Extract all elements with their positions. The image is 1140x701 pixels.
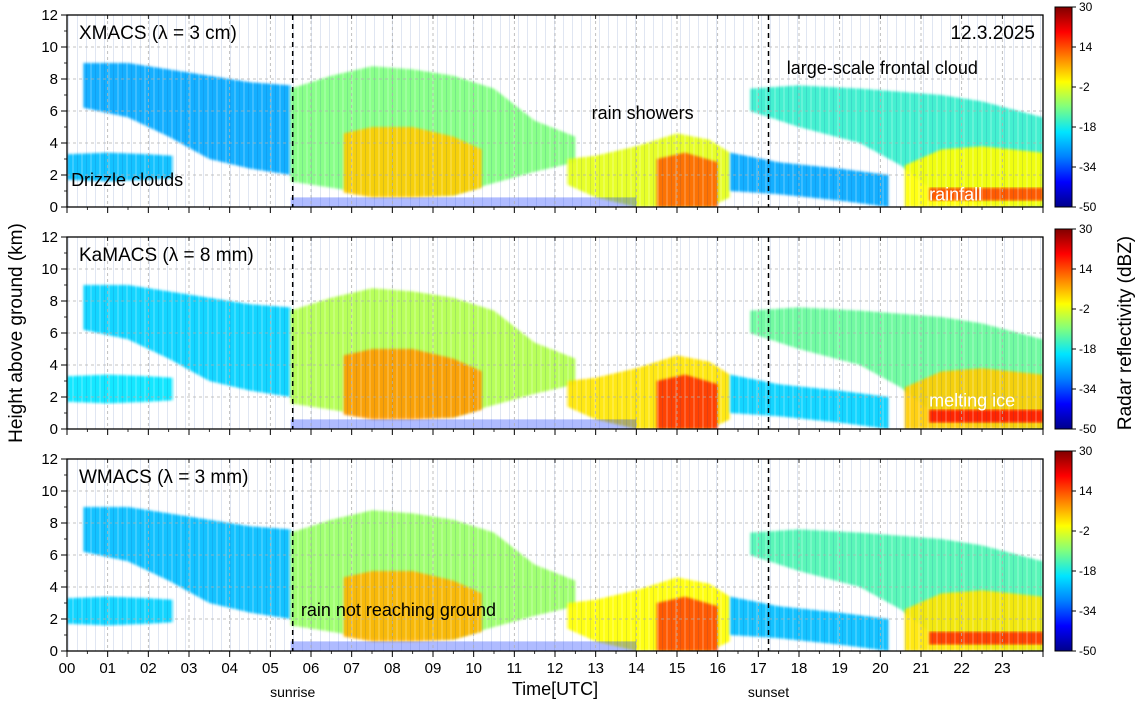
y-tick-label: 4 bbox=[50, 579, 58, 596]
panel-annotation: melting ice bbox=[929, 391, 1015, 411]
radar-panel: 0 2 4 6 8 10 12 KaMACS (λ = 8 mm) melting ice bbox=[41, 229, 1044, 438]
colorbar-tick-label: -2 bbox=[1079, 302, 1090, 316]
y-tick-label: 10 bbox=[41, 39, 58, 56]
ground-clutter bbox=[290, 197, 637, 207]
y-tick-label: 12 bbox=[41, 7, 58, 24]
sunrise-label: sunrise bbox=[270, 684, 315, 700]
x-tick-label: 01 bbox=[99, 660, 116, 677]
y-tick-label: 8 bbox=[50, 515, 58, 532]
x-tick-label: 03 bbox=[181, 660, 198, 677]
x-tick-label: 10 bbox=[465, 660, 482, 677]
x-tick-label: 04 bbox=[221, 660, 238, 677]
grid bbox=[67, 15, 1043, 207]
y-tick-label: 8 bbox=[50, 293, 58, 310]
y-tick-label: 10 bbox=[41, 261, 58, 278]
x-tick-label: 15 bbox=[669, 660, 686, 677]
x-tick-label: 21 bbox=[913, 660, 930, 677]
date-label: 12.3.2025 bbox=[950, 23, 1035, 44]
colorbar-tick-label: 14 bbox=[1079, 262, 1093, 276]
ground-clutter bbox=[290, 641, 637, 651]
y-tick-label: 0 bbox=[50, 643, 58, 660]
x-tick-label: 17 bbox=[750, 660, 767, 677]
x-tick-label: 23 bbox=[994, 660, 1011, 677]
y-tick-label: 2 bbox=[50, 167, 58, 184]
colorbar: 30 14 -2 -18 -34 -50 bbox=[1054, 444, 1097, 658]
y-tick-label: 8 bbox=[50, 71, 58, 88]
colorbar-tick-label: -34 bbox=[1079, 604, 1097, 618]
y-tick-label: 6 bbox=[50, 547, 58, 564]
x-tick-label: 13 bbox=[587, 660, 604, 677]
colorbar-tick-label: -18 bbox=[1079, 342, 1097, 356]
x-tick-label: 12 bbox=[547, 660, 564, 677]
x-tick-label: 06 bbox=[303, 660, 320, 677]
colorbar-tick-label: 14 bbox=[1079, 40, 1093, 54]
y-tick-label: 4 bbox=[50, 357, 58, 374]
ground-clutter bbox=[290, 419, 637, 429]
panel-annotation: rain not reaching ground bbox=[301, 600, 496, 620]
radar-panel: 0 2 4 6 8 10 12 XMACS (λ = 3 cm) Drizzle clouds r… bbox=[41, 7, 1044, 216]
x-tick-label: 07 bbox=[343, 660, 360, 677]
y-tick-label: 10 bbox=[41, 483, 58, 500]
x-tick-label: 22 bbox=[953, 660, 970, 677]
x-tick-label: 00 bbox=[59, 660, 76, 677]
colorbar-tick-label: 30 bbox=[1079, 222, 1093, 236]
panel-annotation: rainfall bbox=[929, 185, 982, 205]
colorbar-tick-label: -50 bbox=[1079, 644, 1097, 658]
colorbar-tick-label: -34 bbox=[1079, 160, 1097, 174]
x-tick-label: 02 bbox=[140, 660, 157, 677]
y-tick-label: 0 bbox=[50, 421, 58, 438]
colorbar: 30 14 -2 -18 -34 -50 bbox=[1054, 0, 1097, 214]
colorbar-tick-label: -18 bbox=[1079, 564, 1097, 578]
y-tick-label: 4 bbox=[50, 135, 58, 152]
colorbar-tick-label: -2 bbox=[1079, 80, 1090, 94]
x-tick-label: 18 bbox=[791, 660, 808, 677]
y-tick-label: 2 bbox=[50, 611, 58, 628]
colorbar-tick-label: 14 bbox=[1079, 484, 1093, 498]
y-tick-label: 2 bbox=[50, 389, 58, 406]
sunset-label: sunset bbox=[748, 684, 789, 700]
radar-panel: 0 2 4 6 8 10 12 WMACS (λ = 3 mm) rain not reachi… bbox=[41, 451, 1044, 660]
panel-title: XMACS (λ = 3 cm) bbox=[79, 23, 237, 44]
x-tick-label: 20 bbox=[872, 660, 889, 677]
panel-annotation: large-scale frontal cloud bbox=[787, 58, 978, 78]
y-tick-label: 12 bbox=[41, 451, 58, 468]
y-tick-label: 6 bbox=[50, 103, 58, 120]
x-tick-label: 05 bbox=[262, 660, 279, 677]
x-tick-label: 09 bbox=[425, 660, 442, 677]
colorbar-tick-label: 30 bbox=[1079, 0, 1093, 14]
x-tick-label: 14 bbox=[628, 660, 645, 677]
colorbar-tick-label: -34 bbox=[1079, 382, 1097, 396]
x-axis-label: Time[UTC] bbox=[512, 679, 598, 699]
y-tick-label: 0 bbox=[50, 199, 58, 216]
panel-annotation: Drizzle clouds bbox=[71, 170, 183, 190]
grid bbox=[67, 237, 1043, 429]
y-tick-label: 6 bbox=[50, 325, 58, 342]
x-tick-label: 08 bbox=[384, 660, 401, 677]
colorbar-tick-label: 30 bbox=[1079, 444, 1093, 458]
colorbar-label: Radar reflectivity (dBZ) bbox=[1115, 236, 1136, 430]
panel-title: WMACS (λ = 3 mm) bbox=[79, 467, 248, 488]
panel-annotation: rain showers bbox=[592, 103, 694, 123]
y-axis-label: Height above ground (km) bbox=[6, 223, 27, 443]
colorbar-tick-label: -50 bbox=[1079, 422, 1097, 436]
colorbar-tick-label: -18 bbox=[1079, 120, 1097, 134]
grid bbox=[67, 459, 1043, 651]
x-tick-label: 16 bbox=[709, 660, 726, 677]
x-tick-label: 19 bbox=[831, 660, 848, 677]
y-tick-label: 12 bbox=[41, 229, 58, 246]
colorbar: 30 14 -2 -18 -34 -50 bbox=[1054, 222, 1097, 436]
x-tick-label: 11 bbox=[507, 660, 523, 677]
colorbar-tick-label: -2 bbox=[1079, 524, 1090, 538]
panel-title: KaMACS (λ = 8 mm) bbox=[79, 245, 254, 266]
colorbar-tick-label: -50 bbox=[1079, 200, 1097, 214]
